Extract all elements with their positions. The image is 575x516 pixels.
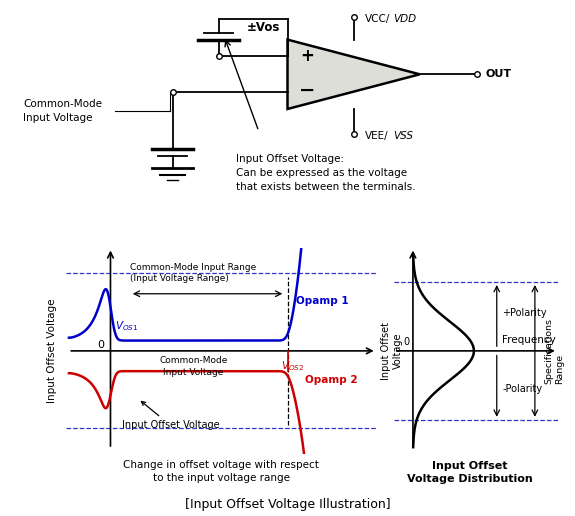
Text: Opamp 1: Opamp 1	[296, 296, 349, 306]
Text: 0: 0	[97, 341, 104, 350]
Text: -Polarity: -Polarity	[503, 384, 543, 394]
Polygon shape	[288, 40, 420, 109]
Text: Input Offset Voltage: Input Offset Voltage	[47, 299, 58, 403]
Text: Opamp 2: Opamp 2	[305, 375, 357, 384]
Text: −: −	[300, 81, 316, 100]
Text: $V_{OS1}$: $V_{OS1}$	[115, 319, 139, 333]
Text: OUT: OUT	[486, 69, 512, 79]
Text: VDD: VDD	[393, 13, 416, 24]
Text: Common-Mode
Input Voltage: Common-Mode Input Voltage	[159, 357, 228, 377]
Text: Input Offset Voltage: Input Offset Voltage	[121, 401, 219, 430]
Text: +: +	[301, 47, 315, 64]
Text: Common-Mode Input Range
(Input Voltage Range): Common-Mode Input Range (Input Voltage R…	[130, 263, 256, 283]
Text: ±Vos: ±Vos	[247, 21, 281, 34]
Text: Change in offset voltage with respect
to the input voltage range: Change in offset voltage with respect to…	[124, 460, 319, 483]
Text: VSS: VSS	[393, 131, 413, 141]
Text: Specifications
Range: Specifications Range	[545, 318, 564, 384]
Text: 0: 0	[403, 337, 409, 347]
Text: VCC/: VCC/	[365, 13, 390, 24]
Text: Common-Mode
Input Voltage: Common-Mode Input Voltage	[23, 100, 102, 123]
Text: [Input Offset Voltage Illustration]: [Input Offset Voltage Illustration]	[185, 498, 390, 511]
Text: $V_{OS2}$: $V_{OS2}$	[281, 359, 305, 373]
Text: +Polarity: +Polarity	[503, 308, 547, 318]
Text: Frequency: Frequency	[502, 335, 556, 345]
Text: Input Offset Voltage:
Can be expressed as the voltage
that exists between the te: Input Offset Voltage: Can be expressed a…	[236, 154, 415, 191]
Text: Input Offset
Voltage Distribution: Input Offset Voltage Distribution	[407, 461, 533, 484]
Text: Input Offset
Voltage: Input Offset Voltage	[381, 322, 402, 380]
Text: VEE/: VEE/	[365, 131, 389, 141]
